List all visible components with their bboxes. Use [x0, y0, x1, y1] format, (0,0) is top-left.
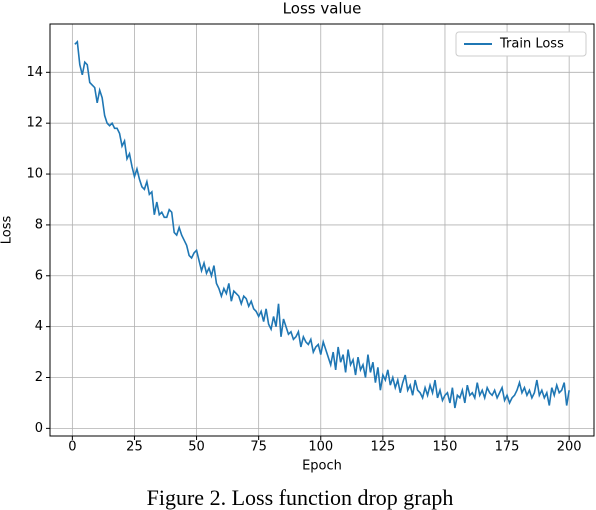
- x-tick-label: 175: [495, 440, 520, 455]
- x-tick-label: 75: [250, 440, 267, 455]
- y-tick-label: 2: [35, 370, 43, 385]
- y-tick-label: 12: [26, 116, 43, 131]
- data-line: [74, 40, 570, 409]
- y-tick-label: 14: [26, 65, 43, 80]
- legend-box: [455, 31, 587, 57]
- x-tick-label: 50: [188, 440, 205, 455]
- x-tick-label: 200: [557, 440, 582, 455]
- y-tick-label: 4: [35, 319, 43, 334]
- chart-title: Loss value: [283, 0, 362, 18]
- plot-frame: [49, 23, 595, 437]
- y-tick-label: 0: [35, 421, 43, 436]
- x-tick-label: 0: [68, 440, 76, 455]
- x-tick-label: 125: [370, 440, 395, 455]
- y-tick-label: 6: [35, 268, 43, 283]
- y-tick-label: 10: [26, 167, 43, 182]
- x-tick-label: 100: [308, 440, 333, 455]
- caption: Figure 2. Loss function drop graph: [147, 485, 454, 510]
- x-tick-label: 150: [433, 440, 458, 455]
- x-tick-label: 25: [126, 440, 143, 455]
- y-axis-label: Loss: [0, 216, 15, 245]
- x-axis-label: Epoch: [302, 459, 342, 474]
- y-tick-label: 8: [35, 217, 43, 232]
- legend-label: Train Loss: [499, 37, 564, 52]
